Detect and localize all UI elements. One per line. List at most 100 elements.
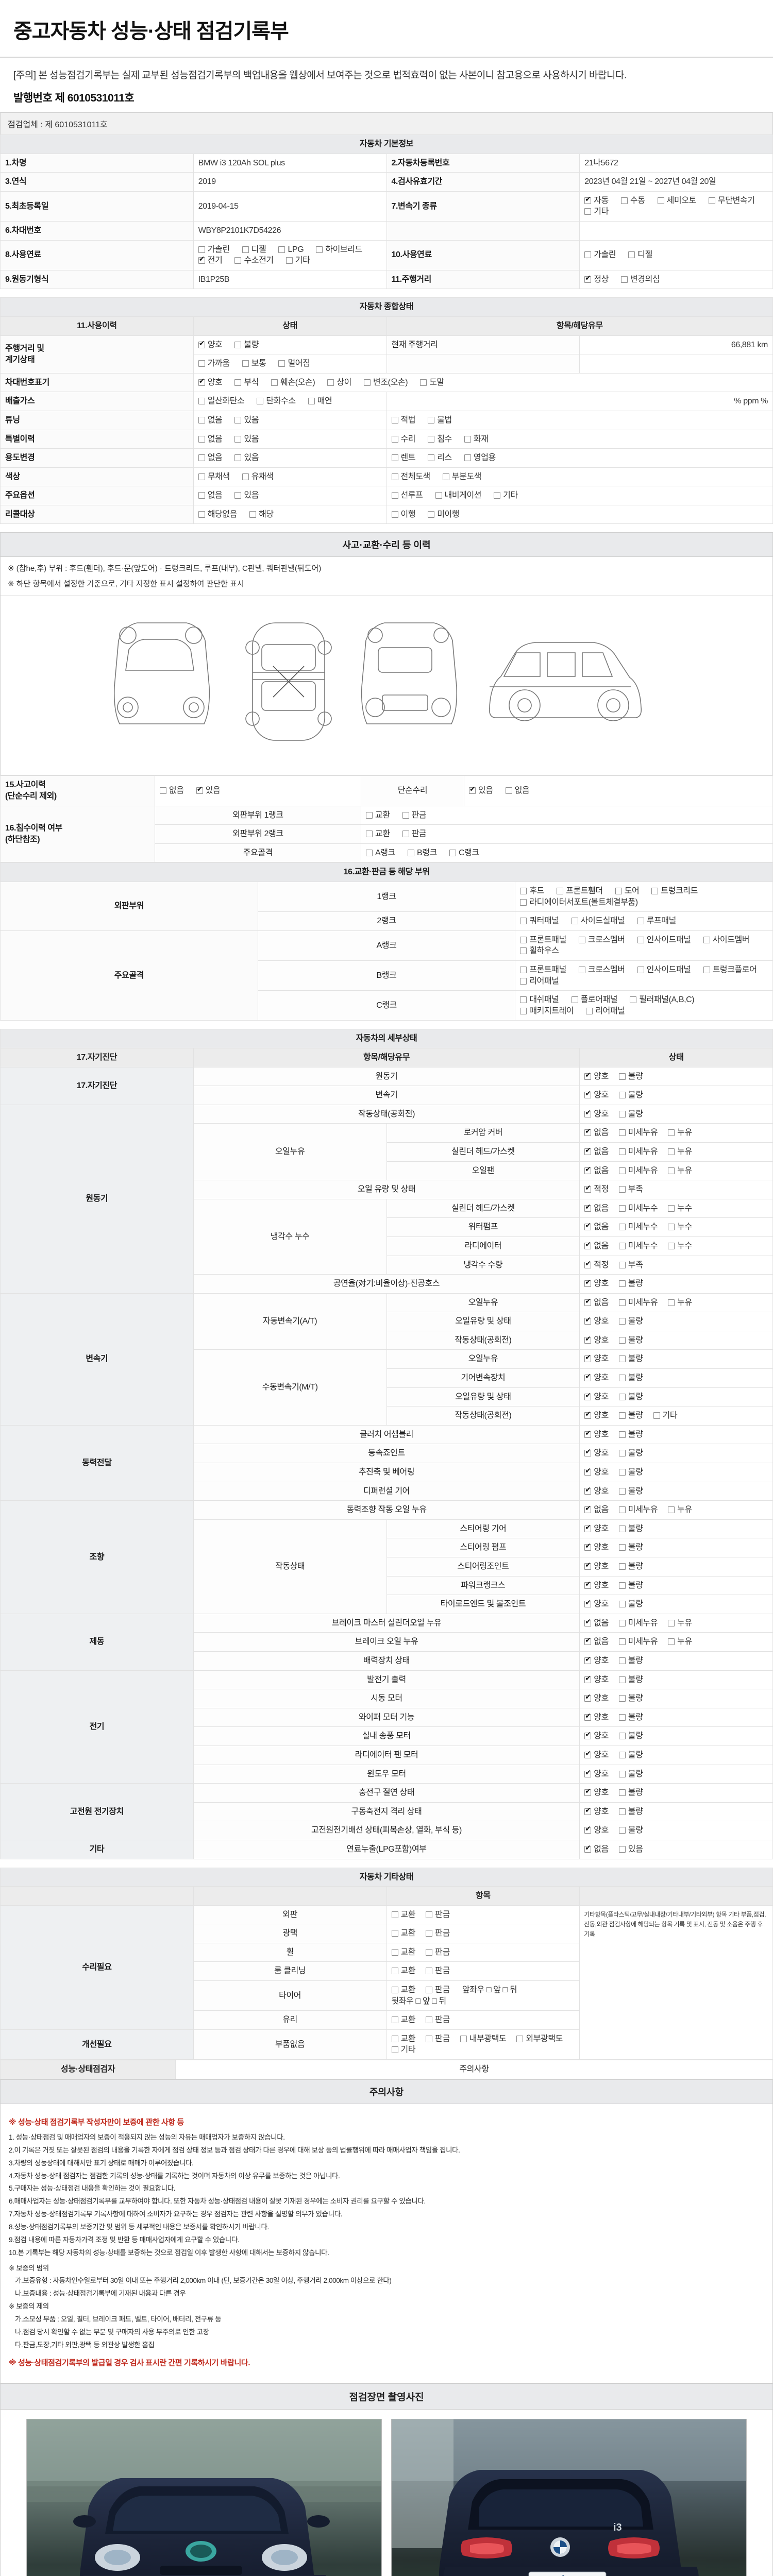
checkbox-icon[interactable] [426, 2035, 433, 2042]
exterior-extra-1[interactable]: 뒷좌우 □ 앞 □ 뒤 [391, 1996, 447, 2006]
checkbox-icon[interactable] [196, 785, 203, 794]
checkbox-icon[interactable] [618, 1770, 626, 1777]
option-e4-0[interactable]: 교환 [391, 1985, 416, 1996]
checkbox-icon[interactable] [584, 1260, 592, 1268]
checkbox-icon[interactable] [668, 1224, 675, 1231]
option-d3-0-1[interactable]: 불량 [618, 1429, 643, 1440]
checkbox-icon[interactable] [391, 511, 398, 518]
checkbox-icon[interactable] [584, 1184, 592, 1193]
option-d8-0-0[interactable]: 없음 [584, 1844, 609, 1855]
option-vin-altered[interactable]: 변조(오손) [364, 377, 408, 388]
option-door[interactable]: 도어 [615, 886, 640, 897]
checkbox-icon[interactable] [391, 1948, 398, 1956]
option-auto[interactable]: 자동 [584, 195, 609, 207]
checkbox-icon[interactable] [618, 1412, 626, 1419]
checkbox-icon[interactable] [584, 1693, 592, 1702]
option-radiator-support[interactable]: 라디에이터서포트(볼트체결부품) [520, 897, 638, 908]
option-vin-erased[interactable]: 도말 [420, 377, 444, 388]
option-fire[interactable]: 화재 [464, 434, 489, 445]
checkbox-icon[interactable] [584, 195, 592, 204]
option-panel1-exchange[interactable]: 교환 [366, 810, 390, 821]
checkbox-icon[interactable] [584, 251, 592, 259]
option-e1-0[interactable]: 교환 [391, 1928, 416, 1939]
checkbox-icon[interactable] [428, 435, 435, 443]
option-d1-3-2[interactable]: 누유 [668, 1165, 692, 1177]
option-trunk-floor-b[interactable]: 트렁크플로어 [703, 964, 757, 976]
option-cross-member-a[interactable]: 크로스멤버 [578, 935, 625, 946]
option-d2-3-1[interactable]: 불량 [618, 1353, 643, 1365]
checkbox-icon[interactable] [464, 435, 471, 443]
option-d4-1-0[interactable]: 양호 [584, 1523, 609, 1535]
option-mileage-suspect[interactable]: 변경의심 [620, 274, 660, 285]
checkbox-icon[interactable] [703, 967, 710, 973]
option-hood[interactable]: 후드 [520, 886, 544, 897]
option-pillar-panel-c[interactable]: 필러패널(A,B,C) [630, 994, 695, 1006]
checkbox-icon[interactable] [584, 1504, 592, 1514]
checkbox-icon[interactable] [584, 1316, 592, 1325]
exterior-extra-0[interactable]: 앞좌우 □ 앞 □ 뒤 [462, 1986, 517, 1995]
checkbox-icon[interactable] [586, 1007, 593, 1014]
option-fullpaint[interactable]: 전체도색 [391, 471, 430, 483]
option-d1-3-1[interactable]: 미세누유 [618, 1165, 658, 1177]
checkbox-icon[interactable] [668, 1205, 675, 1212]
option-opt-none[interactable]: 없음 [198, 490, 223, 501]
checkbox-icon[interactable] [584, 1712, 592, 1721]
option-diesel[interactable]: 디젤 [242, 244, 266, 256]
option-d6-5-0[interactable]: 양호 [584, 1769, 609, 1780]
checkbox-icon[interactable] [668, 1506, 675, 1514]
option-cross-member-b[interactable]: 크로스멤버 [578, 964, 625, 976]
checkbox-icon[interactable] [198, 473, 205, 480]
checkbox-icon[interactable] [584, 1071, 592, 1080]
option-d7-2-1[interactable]: 불량 [618, 1825, 643, 1836]
option-d1-8-0[interactable]: 적정 [584, 1260, 609, 1271]
checkbox-icon[interactable] [584, 1750, 592, 1758]
checkbox-icon[interactable] [584, 1467, 592, 1476]
checkbox-icon[interactable] [615, 888, 622, 895]
checkbox-icon[interactable] [426, 1948, 433, 1956]
option-panel1-sheet[interactable]: 판금 [402, 810, 427, 821]
checkbox-icon[interactable] [653, 1412, 660, 1419]
option-d2-5-1[interactable]: 불량 [618, 1392, 643, 1403]
option-d5-0-1[interactable]: 미세누유 [618, 1618, 658, 1629]
option-hc[interactable]: 탄화수소 [257, 396, 296, 407]
option-d4-0-1[interactable]: 미세누유 [618, 1504, 658, 1516]
checkbox-icon[interactable] [637, 936, 644, 943]
checkbox-icon[interactable] [584, 1787, 592, 1797]
checkbox-icon[interactable] [391, 416, 398, 423]
option-electric[interactable]: 전기 [198, 255, 223, 266]
option-d2-1-0[interactable]: 양호 [584, 1316, 609, 1327]
checkbox-icon[interactable] [618, 1167, 626, 1174]
checkbox-icon[interactable] [618, 1563, 626, 1570]
checkbox-icon[interactable] [584, 1561, 592, 1570]
checkbox-icon[interactable] [198, 492, 205, 499]
checkbox-icon[interactable] [460, 2035, 467, 2042]
option-d1-2-2[interactable]: 누유 [668, 1146, 692, 1158]
checkbox-icon[interactable] [198, 511, 205, 518]
checkbox-icon[interactable] [426, 1911, 433, 1918]
option-d5-1-1[interactable]: 미세누유 [618, 1636, 658, 1648]
checkbox-icon[interactable] [520, 888, 527, 895]
option-fulfilled[interactable]: 이행 [391, 509, 416, 520]
checkbox-icon[interactable] [234, 379, 242, 386]
option-e4-1[interactable]: 판금 [426, 1985, 450, 1996]
checkbox-icon[interactable] [668, 1242, 675, 1249]
checkbox-icon[interactable] [618, 1073, 626, 1080]
checkbox-icon[interactable] [198, 454, 205, 462]
option-e6-3[interactable]: 외부광택도 [516, 2033, 563, 2045]
checkbox-icon[interactable] [494, 492, 501, 499]
checkbox-icon[interactable] [391, 2046, 398, 2054]
option-hybrid[interactable]: 하이브리드 [316, 244, 362, 256]
checkbox-icon[interactable] [407, 849, 414, 856]
checkbox-icon[interactable] [391, 1911, 398, 1918]
checkbox-icon[interactable] [618, 1845, 626, 1853]
option-business[interactable]: 영업용 [464, 452, 496, 464]
checkbox-icon[interactable] [578, 967, 585, 973]
checkbox-icon[interactable] [668, 1638, 675, 1646]
checkbox-icon[interactable] [584, 1599, 592, 1608]
checkbox-icon[interactable] [618, 1601, 626, 1608]
checkbox-icon[interactable] [234, 257, 242, 264]
checkbox-icon[interactable] [391, 454, 398, 462]
checkbox-icon[interactable] [327, 379, 334, 386]
checkbox-icon[interactable] [584, 1297, 592, 1306]
option-d6-4-1[interactable]: 불량 [618, 1750, 643, 1761]
